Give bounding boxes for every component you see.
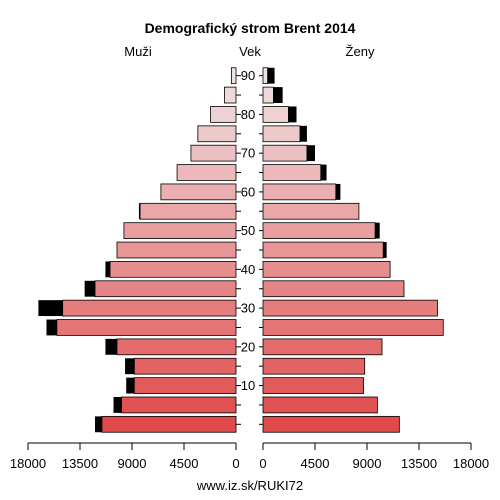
age-tick-label: 20 [241,339,255,354]
bar-female-excess-65-69 [320,164,327,181]
bar-female-excess-45-49 [383,242,387,258]
bar-male-50-54 [123,222,237,239]
age-tick-label: 30 [241,301,255,316]
bar-male-excess-0-4 [95,416,102,433]
bar-female-excess-80-84 [288,106,297,123]
bar-female-excess-85-89 [273,87,283,103]
bar-female-excess-50-54 [375,222,380,239]
bar-male-30-34 [62,299,237,317]
bar-male-5-9 [121,396,237,414]
x-tick-label-right: 18000 [453,456,489,471]
age-tick-label: 50 [241,223,255,238]
age-tick-label: 10 [241,378,255,393]
bar-male-excess-30-34 [38,300,63,317]
bar-female-excess-75-79 [299,125,307,142]
bar-female-20-24 [262,338,383,356]
bar-female-80-84 [262,106,289,123]
bar-female-35-39 [262,280,405,298]
bar-male-10-14 [133,377,237,394]
chart-title: Demografický strom Brent 2014 [145,20,356,36]
axes: 0 0 4500 4500 9000 9000 13500 13500 18000 18000 10… [10,68,489,471]
right-bars [262,67,444,433]
footer-url: www.iz.sk/RUKI72 [196,478,303,493]
bar-female-30-34 [262,299,438,317]
bar-male-45-49 [116,241,237,259]
bar-male-excess-15-19 [125,358,135,375]
bar-male-excess-5-9 [113,397,122,413]
bar-male-25-29 [56,319,237,336]
bar-male-75-79 [197,125,237,143]
x-tick-label-right: 13500 [401,456,437,471]
bar-female-60-64 [262,183,337,201]
age-tick-label: 80 [241,107,255,122]
bar-male-70-74 [190,144,237,162]
bar-male-20-24 [116,338,237,356]
bar-female-85-89 [262,86,274,104]
bar-female-0-4 [262,415,400,433]
x-tick-label-left: 0 [232,456,239,471]
bar-male-excess-10-14 [126,377,135,394]
bar-female-excess-70-74 [306,145,315,162]
bar-female-10-14 [262,377,364,394]
bar-male-60-64 [160,183,237,201]
age-tick-label: 70 [241,146,255,161]
x-tick-label-right: 0 [259,456,266,471]
age-tick-label: 90 [241,68,255,83]
bar-female-excess-90+ [267,67,275,84]
bar-female-50-54 [262,222,376,239]
x-tick-label-left: 13500 [62,456,98,471]
bar-female-45-49 [262,241,384,259]
bar-male-excess-35-39 [84,280,96,297]
bar-female-55-59 [262,202,360,220]
bar-female-65-69 [262,164,322,181]
age-tick-label: 40 [241,262,255,277]
x-tick-label-left: 4500 [170,456,199,471]
bar-female-15-19 [262,357,366,375]
bar-female-excess-60-64 [335,183,341,200]
bar-male-55-59 [139,202,237,220]
x-tick-label-left: 18000 [10,456,46,471]
right-series-label: Ženy [346,44,375,59]
bar-male-excess-25-29 [46,319,57,336]
x-tick-label-left: 9000 [118,456,147,471]
bar-male-excess-40-44 [105,261,111,278]
x-tick-label-right: 9000 [353,456,382,471]
bar-female-5-9 [262,396,378,414]
bar-female-75-79 [262,125,301,143]
bar-female-70-74 [262,144,308,162]
bar-female-40-44 [262,261,391,278]
bar-male-15-19 [133,357,237,375]
left-series-label: Muži [124,44,152,59]
bar-female-25-29 [262,319,444,336]
bar-female-90+ [262,67,269,85]
bar-male-excess-55-59 [138,203,141,220]
bar-male-0-4 [101,415,237,433]
bar-male-35-39 [94,280,237,298]
bar-male-85-89 [224,86,237,104]
bar-male-80-84 [210,106,237,123]
bar-male-excess-20-24 [105,338,117,355]
bar-male-65-69 [176,164,237,181]
left-bars [38,67,237,433]
bar-male-90+ [230,67,237,85]
x-tick-label-right: 4500 [301,456,330,471]
age-tick-label: 60 [241,184,255,199]
bar-male-40-44 [109,261,237,278]
center-axis-label: Vek [239,44,261,59]
